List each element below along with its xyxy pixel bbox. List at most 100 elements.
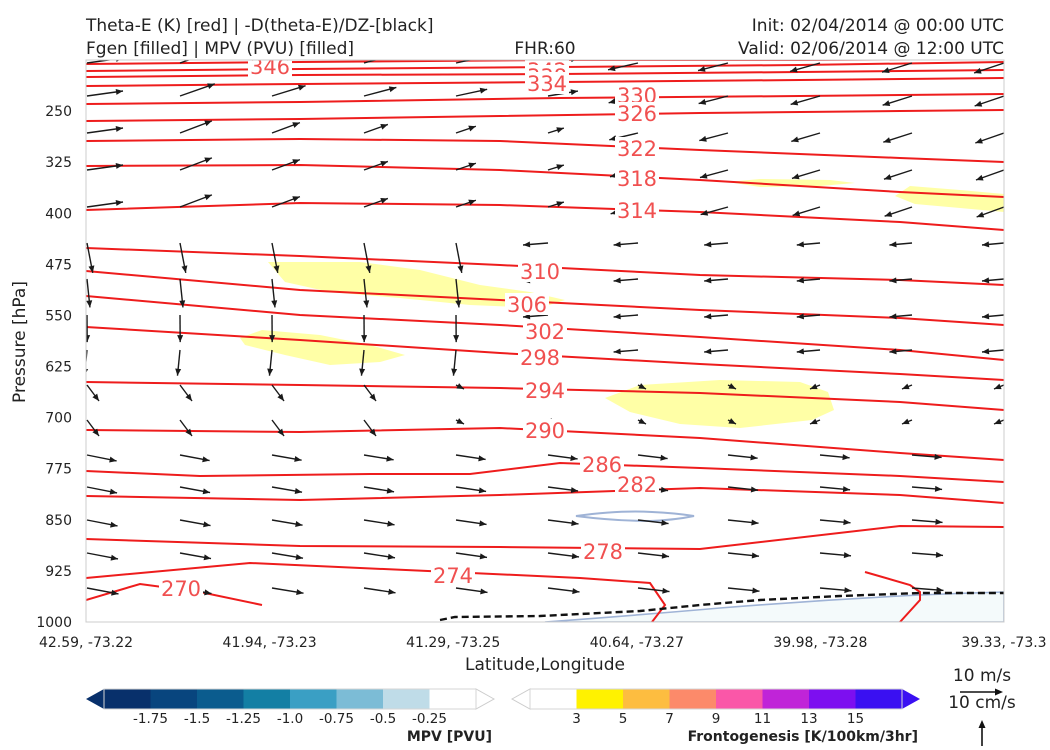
theta-e-contour-label: 282 (617, 473, 657, 497)
wind-vector-head (92, 428, 99, 436)
y-tick-label: 700 (45, 411, 72, 427)
colorbar-extend-arrow (475, 688, 496, 710)
theta-e-contour-label: 274 (433, 564, 473, 588)
contour-label-background (580, 453, 624, 475)
plot-area: 3463423383343303263223183143103063022982… (86, 55, 1034, 622)
colorbar-tick-label: -1.0 (277, 711, 303, 727)
wind-vector-head (982, 313, 990, 320)
wind-vector-head (1027, 519, 1034, 525)
colorbar-tick-label: -1.75 (133, 711, 168, 727)
y-tick-label: 1000 (36, 615, 72, 631)
colorbar-extend-arrow (902, 689, 920, 709)
wind-vector-head (204, 194, 212, 201)
wind-vector-head (109, 488, 118, 495)
x-tick-label: 41.94, -73.23 (223, 635, 317, 651)
colorbar-tick-label: -0.5 (370, 711, 396, 727)
wind-vector-head (889, 241, 897, 248)
wind-vector (1003, 455, 1004, 456)
wind-vector-head (451, 368, 458, 376)
wind-vector-head (456, 418, 464, 424)
wind-vector-head (92, 393, 99, 401)
wind-vector-head (662, 587, 670, 594)
wind-vector-head (638, 383, 646, 389)
y-tick-label: 475 (45, 257, 72, 273)
colorbar-segment (243, 689, 291, 709)
wind-vector-head (110, 554, 119, 561)
theta-e-contour-label: 306 (507, 293, 547, 317)
wind-vector-head (613, 277, 621, 284)
wind-vector-head (752, 587, 760, 594)
wind-vector-head (479, 520, 487, 527)
reference-horizontal-label: 10 m/s (953, 666, 1011, 686)
reference-horizontal-arrowhead (995, 688, 1003, 696)
wind-vector-head (844, 587, 852, 594)
theta-e-line (86, 137, 1004, 163)
frontogenesis-region (895, 186, 1004, 212)
contour-label-background (615, 199, 659, 221)
valid-time: Valid: 02/06/2014 @ 12:00 UTC (738, 39, 1004, 59)
wind-vector-head (457, 265, 464, 273)
mpv-colorbar: -1.75 -1.5 -1.25 -1.0 -0.75 -0.5 -0.25 (86, 688, 496, 727)
wind-vector-head (86, 368, 89, 373)
theta-e-contour-label: 302 (525, 320, 565, 344)
colorbar-extend-arrow (510, 688, 531, 710)
wind-vector-head (791, 136, 799, 143)
theta-e-line (86, 326, 1004, 381)
wind-vector-head (556, 201, 564, 208)
wind-vector-head (882, 67, 890, 74)
wind-vector-head (843, 552, 852, 559)
frontogenesis-colorbar: 3 5 7 9 11 13 15 (510, 688, 920, 727)
colorbar-segment (530, 689, 577, 709)
wind-vector-head (207, 83, 215, 89)
y-tick-label: 250 (45, 104, 72, 120)
theta-e-contour-labels: 3463423383343303263223183143103063022982… (159, 55, 659, 601)
theta-e-contour-label: 298 (520, 346, 560, 370)
colorbar-segment (855, 689, 903, 709)
theta-e-line (86, 93, 1004, 105)
wind-vector-head (974, 67, 982, 74)
wind-vector-head (661, 519, 669, 526)
theta-e-contour-label: 278 (583, 540, 623, 564)
contour-label-background (518, 260, 562, 282)
theta-e-line (86, 486, 1004, 504)
colorbar-segment (290, 689, 337, 709)
wind-vector-head (975, 137, 983, 144)
theta-e-contour-label: 318 (617, 167, 657, 191)
wind-vector-head (271, 300, 278, 308)
wind-vector-head (480, 588, 488, 595)
wind-vector-head (842, 454, 850, 461)
wind-vector-head (203, 521, 211, 528)
wind-vector-head (570, 455, 578, 462)
theta-e-contour-label: 346 (250, 55, 290, 79)
wind-vector-head (660, 454, 668, 461)
contour-label-background (615, 102, 659, 124)
wind-vector-head (608, 65, 616, 72)
theta-e-contour-label: 310 (520, 260, 560, 284)
colorbar-segment (576, 689, 624, 709)
reference-vertical-label: 10 cm/s (948, 693, 1016, 713)
y-tick-label: 925 (45, 564, 72, 580)
wind-vector-head (369, 428, 376, 436)
wind-vector-head (523, 241, 531, 248)
contour-label-background (431, 564, 475, 586)
contour-label-background (615, 167, 659, 189)
wind-vector (1003, 487, 1004, 488)
wind-vector-head (86, 300, 93, 308)
wind-vector (86, 349, 88, 368)
wind-vector-head (790, 66, 798, 73)
wind-vector-head (883, 137, 891, 143)
wind-vector-head (613, 313, 621, 320)
wind-vector-head (365, 265, 372, 273)
wind-vector-head (810, 418, 818, 425)
theta-e-contour-label: 322 (617, 137, 657, 161)
colorbar-tick-label: 5 (619, 711, 628, 727)
wind-vector-head (115, 88, 123, 95)
wind-vector-head (269, 335, 276, 343)
wind-vector-head (889, 277, 897, 284)
wind-vector-head (936, 586, 944, 593)
wind-vector-head (608, 98, 617, 105)
wind-vector-head (388, 588, 396, 595)
wind-vector-head (704, 241, 712, 248)
wind-vector-head (361, 335, 368, 343)
